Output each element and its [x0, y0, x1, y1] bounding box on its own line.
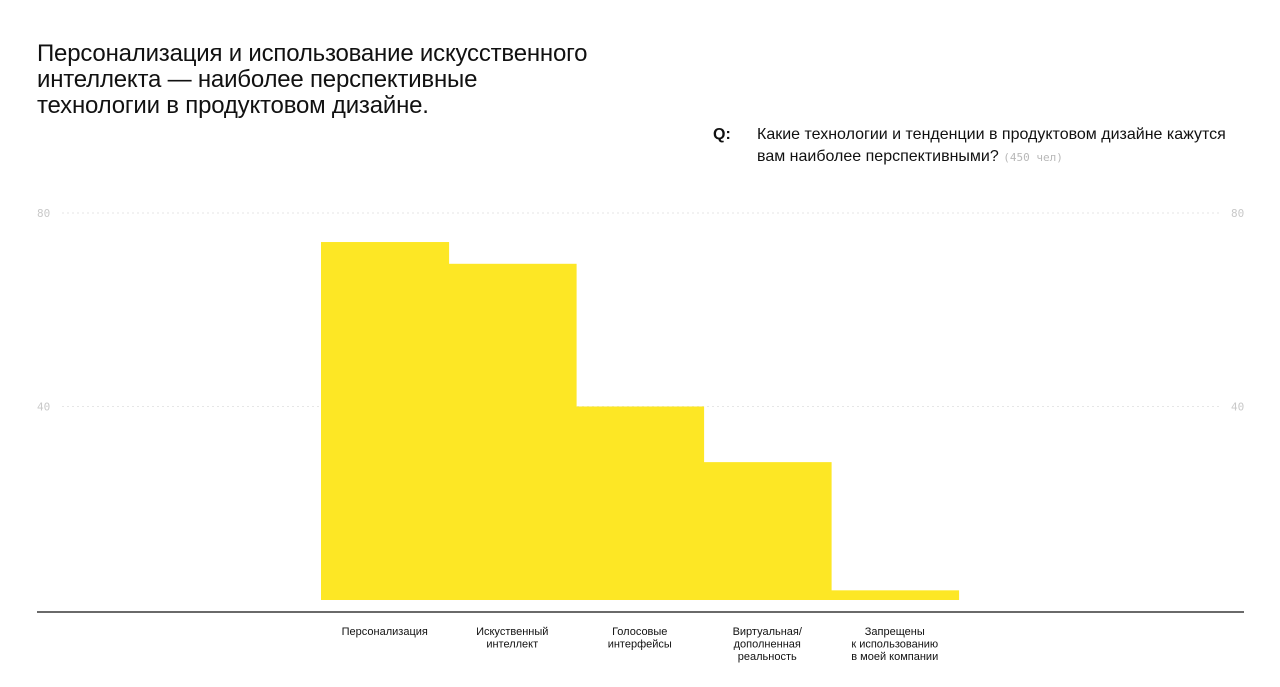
category-label: Персонализация	[342, 626, 428, 638]
category-label: Запрещены к использованию в моей компании	[851, 626, 938, 663]
y-tick-label-right: 80	[1231, 207, 1244, 220]
chart-title: Персонализация и использование искусстве…	[37, 40, 588, 119]
y-tick-label-left: 40	[37, 401, 50, 414]
bars	[321, 242, 960, 600]
category-label: Виртуальная/дополненная реальность	[733, 626, 803, 663]
question-marker: Q:	[713, 126, 731, 143]
question-text-block: Какие технологии и тенденции в продуктов…	[757, 124, 1237, 169]
y-tick-label-right: 40	[1231, 401, 1244, 414]
y-tick-label-left: 80	[37, 207, 50, 220]
category-labels: Персонализация Искуственный интеллект Голос…	[342, 626, 939, 663]
grid-lines	[62, 212, 1220, 407]
bar-5	[831, 590, 960, 600]
category-label: Искуственный интеллект	[476, 626, 548, 651]
bar-2	[448, 263, 577, 600]
bar-3	[576, 406, 705, 600]
bar-4	[703, 462, 832, 600]
question-text: Какие технологии и тенденции в продуктов…	[757, 126, 1226, 165]
category-label: Голосовые интерфейсы	[608, 626, 672, 651]
y-tick-labels: 40 40 80 80	[37, 207, 1244, 414]
bar-1	[321, 242, 450, 600]
respondent-count: (450 чел)	[1003, 151, 1063, 164]
